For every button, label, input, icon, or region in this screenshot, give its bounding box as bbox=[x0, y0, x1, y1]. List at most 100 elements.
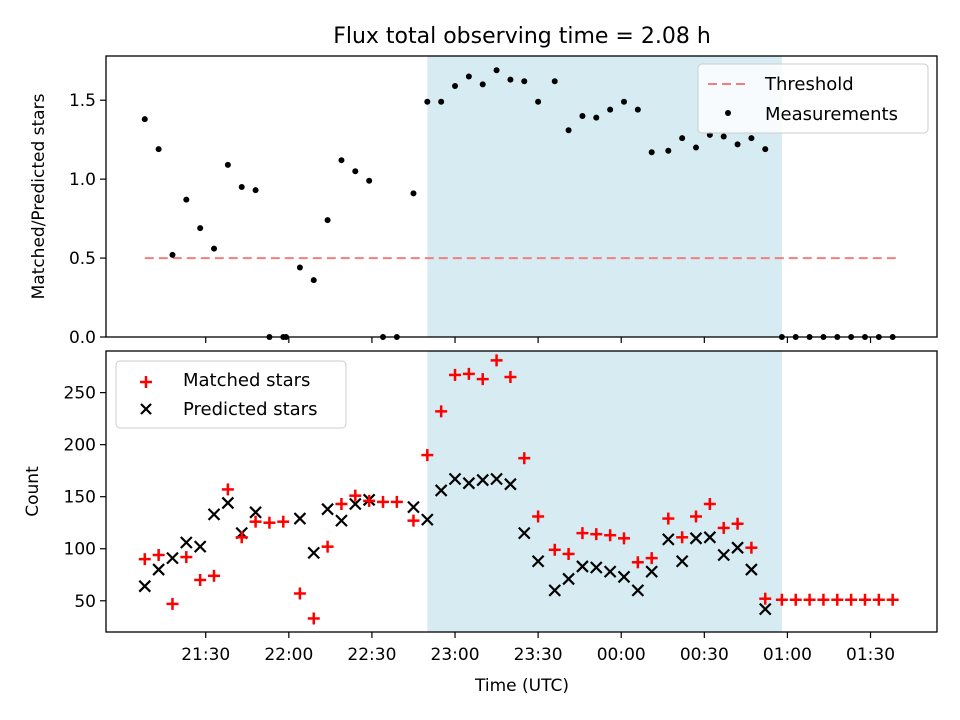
x-tick-label: 01:00 bbox=[763, 645, 812, 665]
legend-threshold-label: Threshold bbox=[764, 74, 854, 95]
matched-star-point bbox=[435, 405, 448, 418]
measurement-point bbox=[211, 245, 218, 252]
matched-star-point bbox=[645, 552, 658, 565]
matched-star-point bbox=[817, 593, 830, 606]
count-legend: Matched stars Predicted stars bbox=[115, 360, 347, 429]
predicted-star-point bbox=[662, 533, 675, 546]
matched-star-point bbox=[180, 551, 193, 564]
y-tick-label: 200 bbox=[64, 436, 96, 456]
measurement-point bbox=[324, 217, 331, 224]
measurement-point bbox=[551, 78, 558, 85]
measurement-point bbox=[410, 190, 417, 197]
measurement-point bbox=[352, 168, 359, 175]
measurement-point bbox=[465, 73, 472, 80]
measurement-point bbox=[762, 146, 769, 153]
measurement-point bbox=[183, 196, 190, 203]
matched-star-point bbox=[717, 521, 730, 534]
predicted-star-point bbox=[335, 514, 348, 527]
matched-star-point bbox=[518, 452, 531, 465]
matched-star-point bbox=[349, 489, 362, 502]
predicted-star-point bbox=[421, 513, 434, 526]
measurement-point bbox=[197, 225, 204, 232]
predicted-star-point bbox=[293, 512, 307, 525]
legend-measurements-label: Measurements bbox=[765, 104, 898, 125]
matched-star-point bbox=[490, 354, 503, 367]
y-tick-label: 150 bbox=[64, 488, 96, 508]
predicted-star-point bbox=[504, 477, 517, 491]
measurement-point bbox=[452, 82, 459, 89]
matched-star-point bbox=[872, 593, 885, 606]
x-tick-label: 00:00 bbox=[597, 645, 646, 665]
matched-star-point bbox=[407, 514, 420, 527]
matched-star-point bbox=[845, 593, 858, 606]
matched-star-point bbox=[166, 597, 179, 610]
measurement-point bbox=[252, 187, 259, 194]
chart-title: Flux total observing time = 2.08 h bbox=[333, 24, 711, 49]
matched-star-point bbox=[604, 529, 617, 542]
legend-predicted-label: Predicted stars bbox=[183, 399, 317, 420]
predicted-star-point bbox=[138, 579, 152, 593]
matched-star-point bbox=[263, 516, 276, 529]
y-tick-label: 1.5 bbox=[69, 91, 96, 111]
predicted-star-point bbox=[207, 508, 221, 521]
x-tick-label: 23:30 bbox=[514, 645, 563, 665]
y-tick-label: 0.5 bbox=[69, 249, 96, 269]
predicted-star-point bbox=[180, 536, 193, 549]
predicted-star-point bbox=[249, 506, 262, 519]
measurement-point bbox=[366, 177, 373, 184]
predicted-star-point bbox=[448, 472, 462, 486]
matched-star-point bbox=[703, 497, 716, 510]
count-axis-ticks: 50 100 150 200 250 21:30 22:00 22:30 23:00 23:30 0… bbox=[64, 384, 895, 665]
predicted-star-point bbox=[490, 472, 503, 486]
matched-star-point bbox=[476, 373, 489, 386]
matched-star-point bbox=[504, 371, 517, 384]
x-tick-label: 23:00 bbox=[431, 645, 480, 665]
matched-star-point bbox=[208, 569, 221, 582]
measurement-point bbox=[479, 81, 486, 88]
predicted-star-point bbox=[758, 602, 772, 616]
predicted-star-point bbox=[307, 546, 321, 560]
ratio-legend-box bbox=[697, 63, 929, 134]
measurement-point bbox=[338, 157, 345, 164]
measurement-point bbox=[493, 67, 500, 74]
x-tick-label: 01:30 bbox=[846, 645, 895, 665]
ratio-legend: Threshold Measurements bbox=[697, 63, 929, 134]
measurement-point bbox=[141, 116, 148, 123]
predicted-star-point bbox=[166, 551, 179, 565]
matched-star-point bbox=[138, 553, 151, 566]
matched-star-point bbox=[803, 593, 816, 606]
measurement-point bbox=[565, 127, 572, 134]
count-panel: 50 100 150 200 250 21:30 22:00 22:30 23:00 23:30 0… bbox=[23, 350, 938, 696]
matched-star-point bbox=[759, 592, 772, 605]
y-tick-label: 250 bbox=[64, 384, 96, 404]
x-axis-label: Time (UTC) bbox=[474, 676, 569, 696]
predicted-star-point bbox=[631, 584, 645, 597]
measurement-point bbox=[310, 277, 317, 284]
measurement-point bbox=[507, 76, 514, 83]
predicted-star-point bbox=[407, 500, 420, 514]
matched-star-point bbox=[690, 510, 703, 523]
matched-star-point bbox=[221, 483, 234, 496]
matched-star-point bbox=[194, 573, 207, 586]
count-plot-frame bbox=[105, 350, 938, 633]
matched-star-point bbox=[617, 532, 630, 545]
predicted-star-point bbox=[745, 563, 758, 576]
matched-star-point bbox=[662, 512, 675, 525]
predicted-star-point bbox=[462, 476, 476, 490]
matched-star-point bbox=[277, 515, 290, 528]
measurement-point bbox=[648, 149, 655, 156]
matched-star-point bbox=[532, 510, 545, 523]
measurement-point bbox=[238, 184, 245, 191]
predicted-star-point bbox=[221, 496, 235, 510]
x-tick-label: 22:30 bbox=[347, 645, 396, 665]
matched-star-point bbox=[886, 593, 899, 606]
measurement-point bbox=[748, 135, 755, 142]
predicted-star-point bbox=[645, 565, 658, 578]
matched-star-point bbox=[377, 495, 389, 508]
matched-star-point bbox=[293, 587, 306, 600]
matched-star-points bbox=[138, 354, 899, 625]
y-tick-label: 1.0 bbox=[69, 170, 96, 190]
measurement-point bbox=[620, 98, 627, 105]
x-tick-label: 22:00 bbox=[264, 645, 313, 665]
